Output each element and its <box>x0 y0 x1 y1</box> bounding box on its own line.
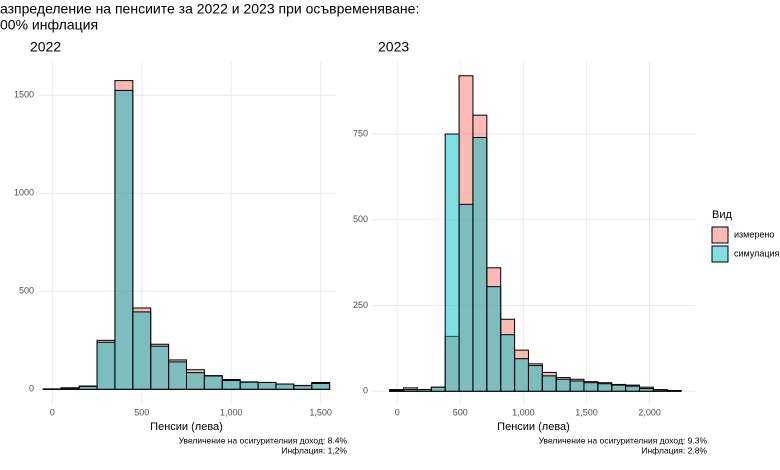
legend-key <box>711 245 729 263</box>
caption: Увеличение на осигурителния доход: 8.4% <box>179 435 348 445</box>
histogram-bar <box>625 385 640 392</box>
x-tick-label: 0 <box>50 407 55 417</box>
histogram-bar <box>293 384 313 390</box>
x-tick-label: 0 <box>395 407 400 417</box>
histogram-bar <box>416 389 432 392</box>
histogram-bar <box>203 375 223 390</box>
histogram-bar <box>275 383 295 390</box>
histogram-bar <box>78 385 98 390</box>
histogram-bar <box>239 381 259 390</box>
histogram-bar <box>666 390 682 392</box>
legend-label: измерено <box>734 229 774 239</box>
histogram-bar <box>527 365 543 392</box>
histogram-bar <box>458 203 474 392</box>
x-tick-label: 1,500 <box>309 407 332 417</box>
histogram-bar <box>472 136 488 392</box>
y-tick-label: 750 <box>353 128 368 138</box>
histogram-bar <box>60 387 80 390</box>
legend-label: симулация <box>734 248 780 258</box>
histogram-bar <box>150 345 170 390</box>
histogram-bar <box>114 89 134 390</box>
y-tick-label: 1500 <box>14 90 34 100</box>
panel-title: 2023 <box>378 39 409 55</box>
caption: Инфлация: 1,2% <box>281 445 347 455</box>
histogram-bar <box>597 383 613 392</box>
caption: Увеличение на осигурителния доход: 9.3% <box>539 435 708 445</box>
x-axis-label: Пенсии (лева) <box>497 421 570 433</box>
x-tick-label: 2,000 <box>638 407 661 417</box>
histogram-bar <box>500 334 516 392</box>
legend-title: Вид <box>712 209 732 221</box>
histogram-bar <box>541 375 557 392</box>
histogram-bar <box>186 372 205 390</box>
histogram-bar <box>389 389 405 392</box>
histogram-bar <box>168 361 187 390</box>
y-tick-label: 500 <box>353 214 368 224</box>
histogram-bar <box>514 358 529 392</box>
histogram-bar <box>221 380 241 390</box>
histogram-bar <box>583 382 599 392</box>
y-tick-label: 500 <box>19 286 34 296</box>
histogram-bar <box>403 389 418 392</box>
x-tick-label: 1,500 <box>575 407 598 417</box>
histogram-bar <box>486 286 502 392</box>
x-tick-label: 1,000 <box>220 407 243 417</box>
x-tick-label: 1,000 <box>512 407 535 417</box>
histogram-bar <box>257 381 277 390</box>
chart-title: 00% инфлация <box>0 17 98 33</box>
histogram-bar <box>611 384 627 392</box>
histogram-bar <box>430 386 446 392</box>
y-tick-label: 0 <box>363 386 368 396</box>
histogram-bar <box>555 378 571 392</box>
panel-title: 2022 <box>30 39 61 55</box>
y-tick-label: 0 <box>29 384 34 394</box>
legend-key <box>711 226 729 244</box>
histogram-bar <box>638 388 654 392</box>
x-tick-label: 500 <box>134 407 149 417</box>
histogram-bar <box>96 341 116 390</box>
y-tick-label: 250 <box>353 300 368 310</box>
histogram-bar <box>444 133 460 392</box>
histogram-bar <box>569 380 585 392</box>
histogram-bar <box>311 382 331 390</box>
x-axis-label: Пенсии (лева) <box>150 421 223 433</box>
chart-title: азпределение на пенсиите за 2022 и 2023 … <box>0 1 419 17</box>
histogram-bar <box>652 389 668 392</box>
histogram-bar <box>132 311 152 390</box>
caption: Инфлация: 2.8% <box>641 445 707 455</box>
x-tick-label: 500 <box>453 407 468 417</box>
y-tick-label: 1000 <box>14 188 34 198</box>
